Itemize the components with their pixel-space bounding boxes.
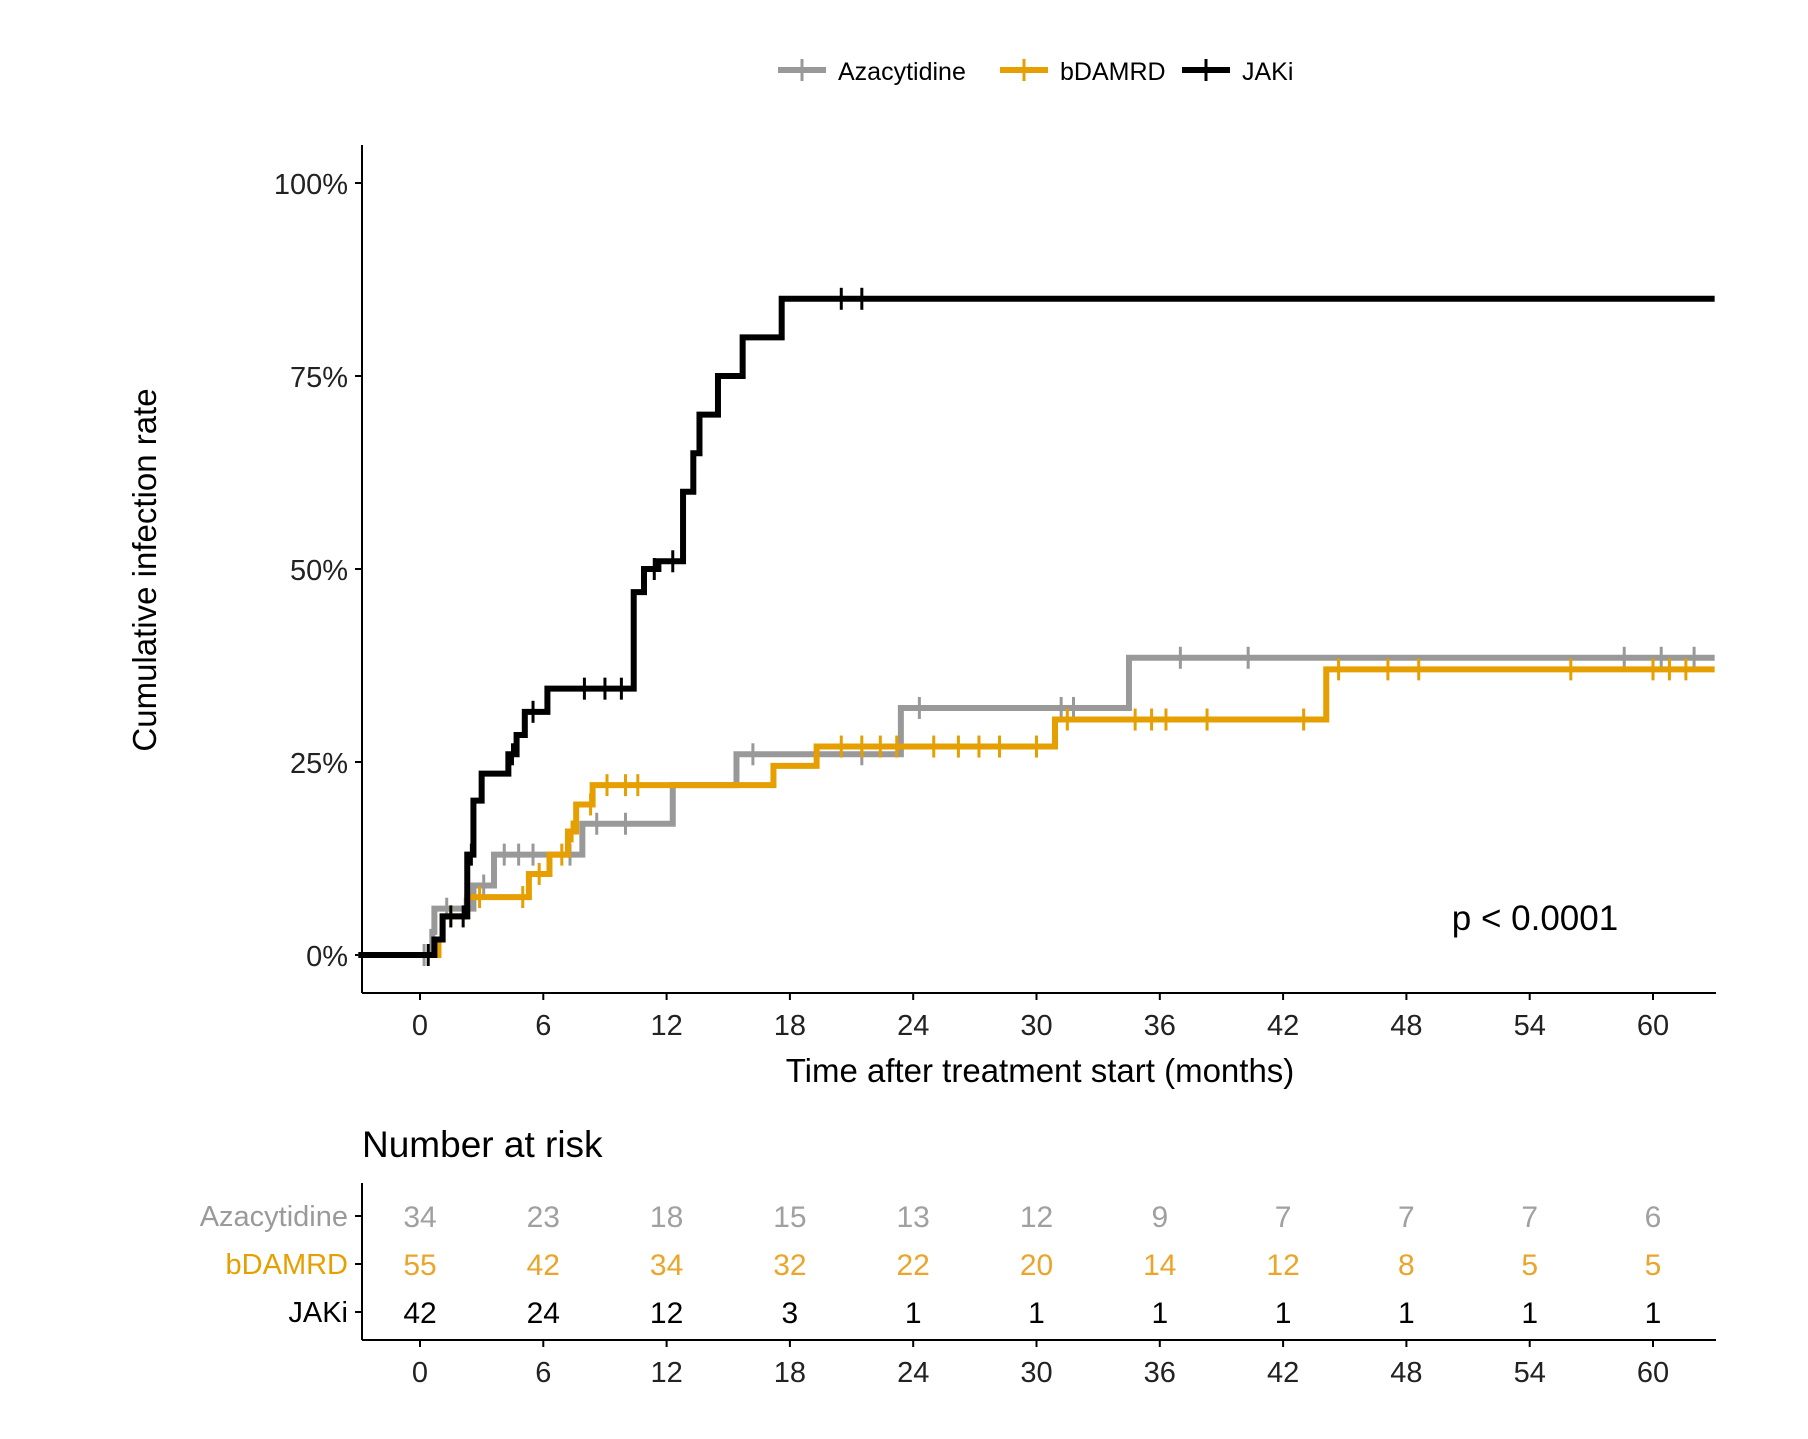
- risk-count: 1: [905, 1297, 922, 1330]
- risk-x-tick-label: 42: [1267, 1357, 1299, 1389]
- risk-count: 15: [773, 1201, 806, 1234]
- risk-count: 55: [403, 1249, 436, 1282]
- legend-label: bDAMRD: [1060, 58, 1166, 86]
- risk-count: 34: [403, 1201, 436, 1234]
- risk-count: 3: [782, 1297, 799, 1330]
- risk-count: 24: [527, 1297, 560, 1330]
- x-tick-label: 24: [897, 1010, 929, 1042]
- x-tick-label: 18: [774, 1010, 806, 1042]
- x-tick-label: 30: [1020, 1010, 1052, 1042]
- risk-count: 6: [1645, 1201, 1662, 1234]
- x-tick-label: 54: [1514, 1010, 1546, 1042]
- risk-count: 12: [650, 1297, 683, 1330]
- x-tick-label: 60: [1637, 1010, 1669, 1042]
- step-line: [358, 654, 1715, 958]
- risk-x-tick-label: 12: [650, 1357, 682, 1389]
- legend-item: JAKi: [1182, 58, 1293, 86]
- risk-count: 1: [1151, 1297, 1168, 1330]
- legend-label: Azacytidine: [838, 58, 966, 86]
- risk-x-tick-label: 0: [412, 1357, 428, 1389]
- y-tick-label: 0%: [306, 941, 348, 973]
- risk-count: 12: [1266, 1249, 1299, 1282]
- main-plot-axes: 0% 25% 50% 75% 100% 0 6 12 18 24 30 36 42 48 54 60: [274, 145, 1716, 1042]
- risk-count: 9: [1151, 1201, 1168, 1234]
- risk-count: 5: [1645, 1249, 1662, 1282]
- risk-count: 14: [1143, 1249, 1176, 1282]
- risk-x-tick-label: 48: [1390, 1357, 1422, 1389]
- risk-row-label: Azacytidine: [200, 1201, 348, 1233]
- risk-row-label: bDAMRD: [226, 1249, 348, 1281]
- risk-count: 7: [1398, 1201, 1415, 1234]
- risk-count: 12: [1020, 1201, 1053, 1234]
- risk-count: 13: [897, 1201, 930, 1234]
- risk-count: 22: [897, 1249, 930, 1282]
- risk-count: 34: [650, 1249, 683, 1282]
- risk-count: 7: [1275, 1201, 1292, 1234]
- legend-item: Azacytidine: [778, 58, 966, 86]
- survival-curves: [358, 287, 1715, 966]
- risk-x-tick-label: 24: [897, 1357, 929, 1389]
- legend-label: JAKi: [1242, 58, 1293, 86]
- step-line: [358, 295, 1715, 958]
- risk-count: 42: [403, 1297, 436, 1330]
- risk-row-jaki: JAKi 42 24 12 3 1 1 1 1 1 1 1: [288, 1297, 1661, 1330]
- risk-table-title: Number at risk: [362, 1124, 603, 1165]
- risk-row-azacytidine: Azacytidine 34 23 18 15 13 12 9 7 7 7 6: [200, 1201, 1662, 1234]
- risk-row-label: JAKi: [288, 1297, 348, 1329]
- risk-count: 7: [1521, 1201, 1538, 1234]
- y-tick-label: 75%: [290, 362, 348, 394]
- x-tick-label: 42: [1267, 1010, 1299, 1042]
- x-tick-label: 48: [1390, 1010, 1422, 1042]
- risk-x-tick-label: 36: [1144, 1357, 1176, 1389]
- legend-item: bDAMRD: [1000, 58, 1166, 86]
- risk-count: 1: [1521, 1297, 1538, 1330]
- y-axis-title: Cumulative infection rate: [126, 388, 163, 751]
- risk-x-tick-label: 54: [1514, 1357, 1546, 1389]
- risk-row-bdamrd: bDAMRD 55 42 34 32 22 20 14 12 8 5 5: [226, 1249, 1662, 1282]
- x-tick-label: 36: [1144, 1010, 1176, 1042]
- risk-count: 5: [1521, 1249, 1538, 1282]
- risk-x-tick-label: 6: [535, 1357, 551, 1389]
- risk-count: 1: [1028, 1297, 1045, 1330]
- risk-count: 18: [650, 1201, 683, 1234]
- risk-count: 20: [1020, 1249, 1053, 1282]
- risk-x-tick-label: 18: [774, 1357, 806, 1389]
- risk-count: 8: [1398, 1249, 1415, 1282]
- series-jaki: [358, 287, 1715, 966]
- p-value-annotation: p < 0.0001: [1452, 899, 1618, 938]
- risk-count: 32: [773, 1249, 806, 1282]
- y-tick-label: 100%: [274, 169, 348, 201]
- risk-count: 23: [527, 1201, 560, 1234]
- risk-x-tick-label: 60: [1637, 1357, 1669, 1389]
- y-tick-label: 50%: [290, 555, 348, 587]
- risk-x-tick-label: 30: [1020, 1357, 1052, 1389]
- risk-count: 1: [1275, 1297, 1292, 1330]
- risk-count: 42: [527, 1249, 560, 1282]
- risk-count: 1: [1645, 1297, 1662, 1330]
- x-tick-label: 0: [412, 1010, 428, 1042]
- legend: Azacytidine bDAMRD JAKi: [778, 58, 1293, 86]
- risk-count: 1: [1398, 1297, 1415, 1330]
- x-axis-title: Time after treatment start (months): [786, 1052, 1295, 1089]
- x-tick-label: 6: [535, 1010, 551, 1042]
- y-tick-label: 25%: [290, 748, 348, 780]
- x-tick-label: 12: [650, 1010, 682, 1042]
